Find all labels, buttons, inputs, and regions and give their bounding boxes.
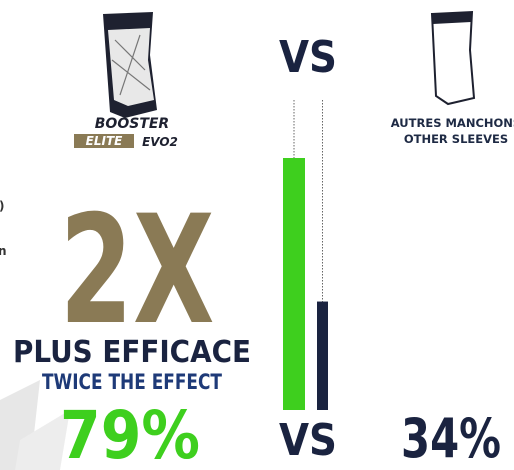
claim-fr: PLUS EFFICACE — [13, 335, 251, 370]
infographic: BOOSTER ELITE EVO2 AUTRES MANCHONS OTHER… — [0, 0, 514, 470]
product-sleeve — [103, 12, 157, 118]
competitor-sleeve — [432, 12, 474, 104]
brand-suffix: EVO2 — [142, 135, 178, 149]
bar — [317, 302, 328, 410]
competitor-en: OTHER SLEEVES — [404, 132, 508, 146]
side-fragment: ) — [0, 199, 4, 213]
competitor-fr: AUTRES MANCHONS — [391, 116, 514, 130]
value-label: 79% — [60, 397, 200, 470]
value-label: 34% — [401, 407, 501, 470]
multiplier: 2X — [60, 184, 215, 358]
bars — [283, 100, 328, 410]
brand-line2: ELITE — [86, 134, 123, 148]
brand-line1: BOOSTER — [95, 116, 169, 132]
bar — [283, 158, 305, 410]
vs-top: VS — [279, 32, 337, 83]
claim-en: TWICE THE EFFECT — [42, 370, 223, 394]
vs-bottom: VS — [279, 415, 337, 466]
side-fragment: n — [0, 244, 7, 258]
